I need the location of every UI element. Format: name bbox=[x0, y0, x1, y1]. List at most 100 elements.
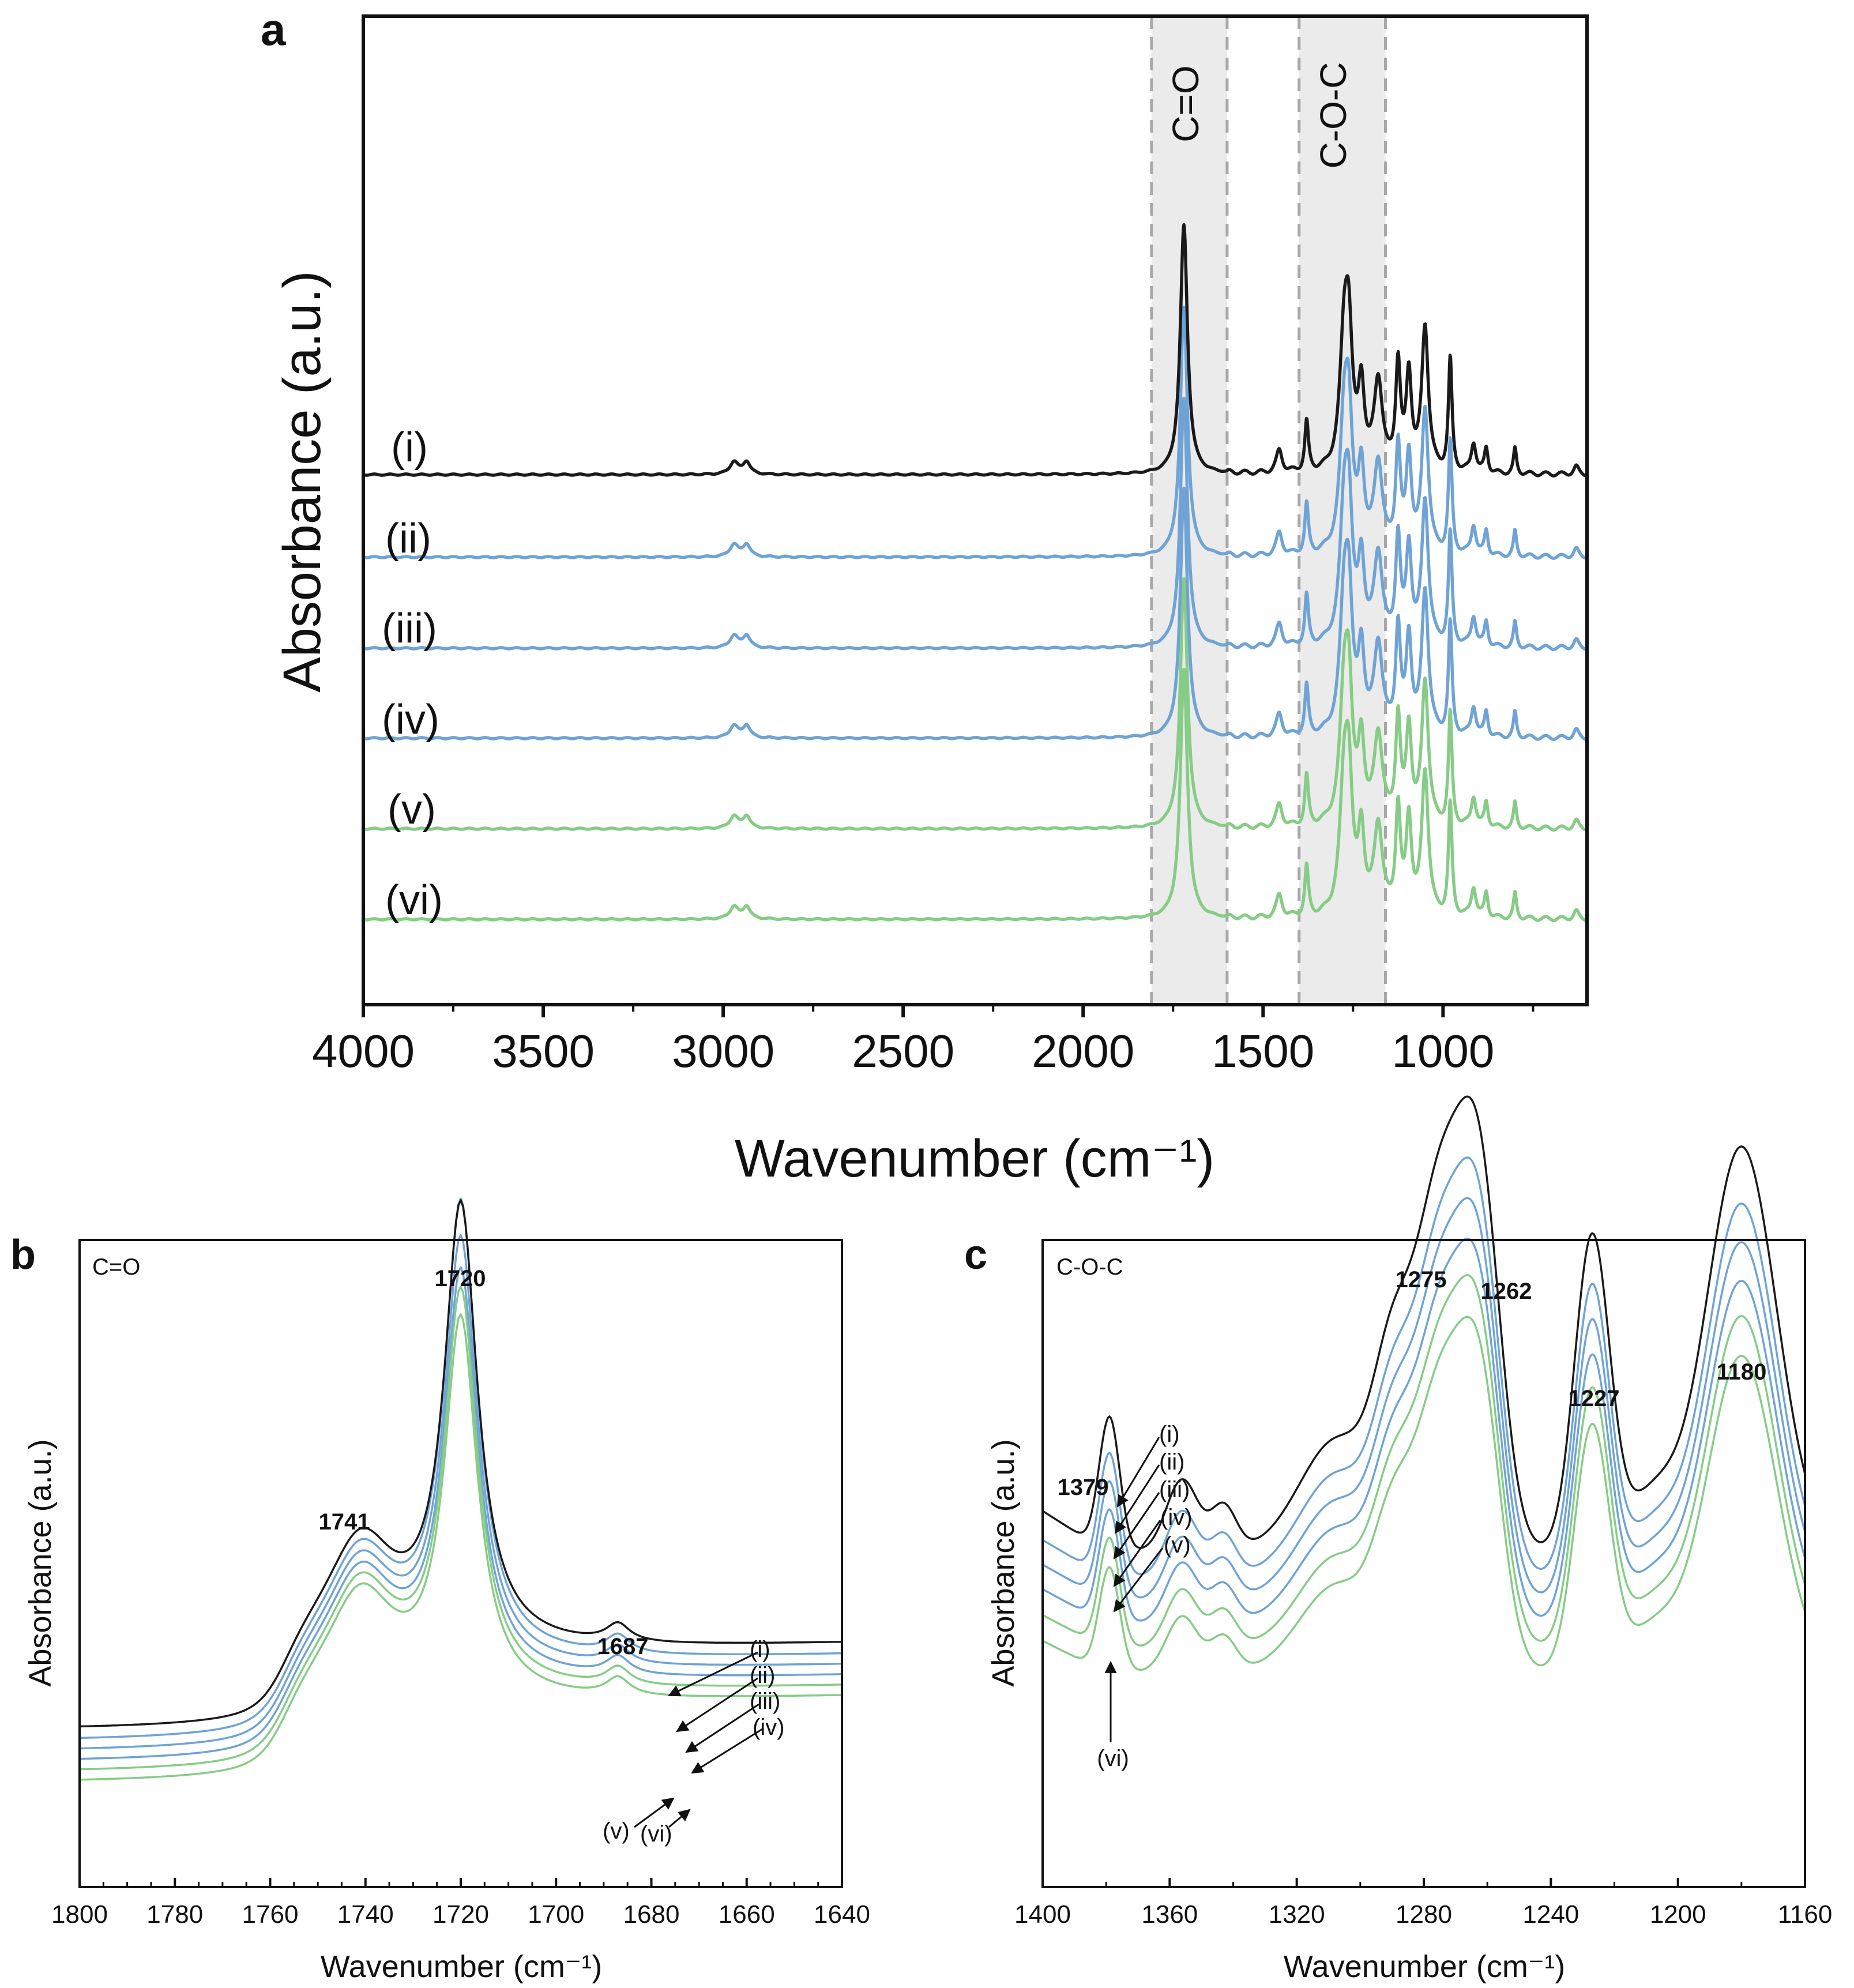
c-x-tick-label: 1400 bbox=[1014, 1900, 1071, 1929]
c-inner-label: C-O-C bbox=[1056, 1254, 1123, 1280]
a-series-label-ii: (ii) bbox=[385, 516, 431, 562]
c-annotation-1227: 1227 bbox=[1569, 1386, 1620, 1411]
c-pointer-arrow bbox=[1114, 1464, 1160, 1534]
b-x-tick-label: 1700 bbox=[528, 1900, 584, 1929]
c-y-axis-label: Absorbance (a.u.) bbox=[986, 1439, 1021, 1686]
a-x-axis-label: Wavenumber (cm⁻¹) bbox=[735, 1129, 1214, 1188]
b-pointer-arrow bbox=[668, 1651, 758, 1697]
c-spectrum-iii bbox=[1042, 1197, 1806, 1599]
a-plot-frame bbox=[362, 14, 1589, 1006]
panel-b-letter: b bbox=[10, 1232, 36, 1278]
b-y-axis-label: Absorbance (a.u.) bbox=[23, 1439, 58, 1686]
panel-c-letter: c bbox=[964, 1232, 987, 1278]
b-spectrum-iii bbox=[79, 1234, 843, 1750]
b-x-tick-label: 1720 bbox=[433, 1900, 489, 1929]
b-arrow-label-vi: (vi) bbox=[640, 1821, 672, 1847]
b-plot-frame bbox=[78, 1239, 843, 1888]
panel-a: a 4000 3500 3000 2500 2000 1500 1000 C=O C-O-C… bbox=[261, 4, 1589, 1188]
b-x-tick-label: 1760 bbox=[242, 1900, 299, 1929]
a-x-tick-label: 2000 bbox=[1032, 1025, 1134, 1077]
c-pointer-arrow bbox=[1113, 1547, 1164, 1613]
c-spectrum-ii bbox=[1042, 1156, 1806, 1576]
b-x-tick-label: 1740 bbox=[337, 1900, 394, 1929]
b-spectrum-i bbox=[79, 1199, 842, 1728]
c-pointer-arrow bbox=[1116, 1437, 1160, 1508]
a-x-tick-label: 3500 bbox=[492, 1025, 595, 1077]
a-x-tick-label: 2500 bbox=[852, 1025, 954, 1077]
c-arrow-label-vi: (vi) bbox=[1097, 1746, 1129, 1771]
a-series-label-i: (i) bbox=[391, 424, 428, 471]
b-spectrum-iv bbox=[79, 1266, 843, 1760]
c-x-axis-label: Wavenumber (cm⁻¹) bbox=[1284, 1949, 1566, 1984]
c-annotation-1379: 1379 bbox=[1058, 1475, 1109, 1500]
b-pointer-arrows bbox=[634, 1651, 763, 1828]
c-x-tick-label: 1200 bbox=[1650, 1900, 1706, 1929]
c-pointer-arrow bbox=[1113, 1520, 1161, 1587]
c-x-tick-label: 1280 bbox=[1396, 1900, 1452, 1929]
c-annotation-1180: 1180 bbox=[1717, 1359, 1767, 1385]
b-arrow-label-v: (v) bbox=[603, 1818, 630, 1844]
b-spectrum-vi bbox=[79, 1313, 842, 1781]
b-pointer-arrow bbox=[634, 1797, 675, 1828]
c-x-tick-label: 1240 bbox=[1522, 1900, 1579, 1929]
c-annotation-1275: 1275 bbox=[1396, 1267, 1447, 1292]
b-pointer-arrow bbox=[691, 1728, 763, 1774]
c-spectrum-v bbox=[1042, 1274, 1806, 1647]
c-x-tick-label: 1320 bbox=[1269, 1900, 1325, 1929]
c-arrow-label-i: (i) bbox=[1159, 1422, 1180, 1447]
c-arrow-label-ii: (ii) bbox=[1159, 1449, 1184, 1475]
b-pointer-arrow bbox=[676, 1677, 758, 1733]
a-x-tick-label: 1000 bbox=[1392, 1025, 1494, 1077]
a-spectra bbox=[362, 223, 1588, 922]
a-series-label-vi: (vi) bbox=[385, 877, 443, 923]
b-arrow-label-ii: (ii) bbox=[750, 1663, 775, 1688]
c-x-ticks: 1400 1360 1320 1280 1240 1200 1160 bbox=[1014, 1878, 1832, 1929]
b-spectrum-ii bbox=[79, 1197, 843, 1739]
b-x-tick-label: 1680 bbox=[623, 1900, 680, 1929]
c-pointer-arrows bbox=[1104, 1437, 1164, 1742]
b-x-tick-label: 1780 bbox=[146, 1900, 203, 1929]
a-spectrum-iii bbox=[362, 396, 1588, 651]
b-arrow-label-i: (i) bbox=[750, 1637, 770, 1662]
panel-c: c 1400 1360 1320 1280 1240 1200 1160 C-O-C 137… bbox=[964, 1095, 1832, 1984]
a-spectrum-ii bbox=[362, 305, 1588, 560]
b-spectrum-v bbox=[79, 1285, 842, 1771]
b-annotation-1687: 1687 bbox=[597, 1634, 649, 1659]
b-x-ticks: 1800 1780 1760 1740 1720 1700 1680 1660 1640 bbox=[51, 1878, 870, 1929]
a-region-label-co: C=O bbox=[1165, 65, 1206, 142]
a-spectrum-vi bbox=[362, 667, 1588, 922]
c-spectrum-iv bbox=[1042, 1237, 1806, 1622]
a-series-label-v: (v) bbox=[388, 787, 436, 833]
c-x-tick-label: 1160 bbox=[1778, 1900, 1833, 1929]
a-region-label-coc: C-O-C bbox=[1313, 62, 1354, 169]
b-inner-label: C=O bbox=[92, 1254, 140, 1280]
a-x-ticks: 4000 3500 3000 2500 2000 1500 1000 bbox=[312, 1005, 1535, 1077]
b-x-tick-label: 1640 bbox=[814, 1900, 870, 1929]
c-x-tick-label: 1360 bbox=[1141, 1900, 1198, 1929]
c-arrow-label-v: (v) bbox=[1164, 1532, 1191, 1558]
b-x-tick-label: 1800 bbox=[51, 1900, 108, 1929]
a-x-tick-label: 1500 bbox=[1212, 1025, 1314, 1077]
a-spectrum-i bbox=[362, 223, 1588, 478]
a-series-label-iii: (iii) bbox=[382, 606, 437, 652]
b-arrow-label-iv: (iv) bbox=[753, 1715, 785, 1740]
b-arrow-label-iii: (iii) bbox=[750, 1689, 780, 1714]
b-annotation-1720: 1720 bbox=[435, 1266, 486, 1291]
b-spectra bbox=[79, 1197, 843, 1781]
panel-a-letter: a bbox=[261, 4, 286, 55]
panel-b: b 1800 1780 1760 1740 1720 1700 1680 1660 1640 C… bbox=[10, 1197, 870, 1984]
c-spectrum-i bbox=[1042, 1095, 1806, 1549]
b-pointer-arrow bbox=[685, 1703, 759, 1753]
a-y-axis-label: Absorbance (a.u.) bbox=[273, 270, 332, 692]
c-spectra bbox=[1042, 1095, 1806, 1671]
a-series-label-iv: (iv) bbox=[382, 697, 439, 743]
a-x-tick-label: 3000 bbox=[672, 1025, 774, 1077]
c-arrow-label-iii: (iii) bbox=[1159, 1477, 1190, 1502]
a-x-tick-label: 4000 bbox=[312, 1025, 415, 1077]
a-spectrum-v bbox=[362, 577, 1588, 832]
b-pointer-arrow bbox=[668, 1809, 691, 1828]
c-annotation-1262: 1262 bbox=[1481, 1279, 1532, 1304]
a-spectrum-iv bbox=[362, 486, 1588, 741]
b-x-tick-label: 1660 bbox=[719, 1900, 775, 1929]
